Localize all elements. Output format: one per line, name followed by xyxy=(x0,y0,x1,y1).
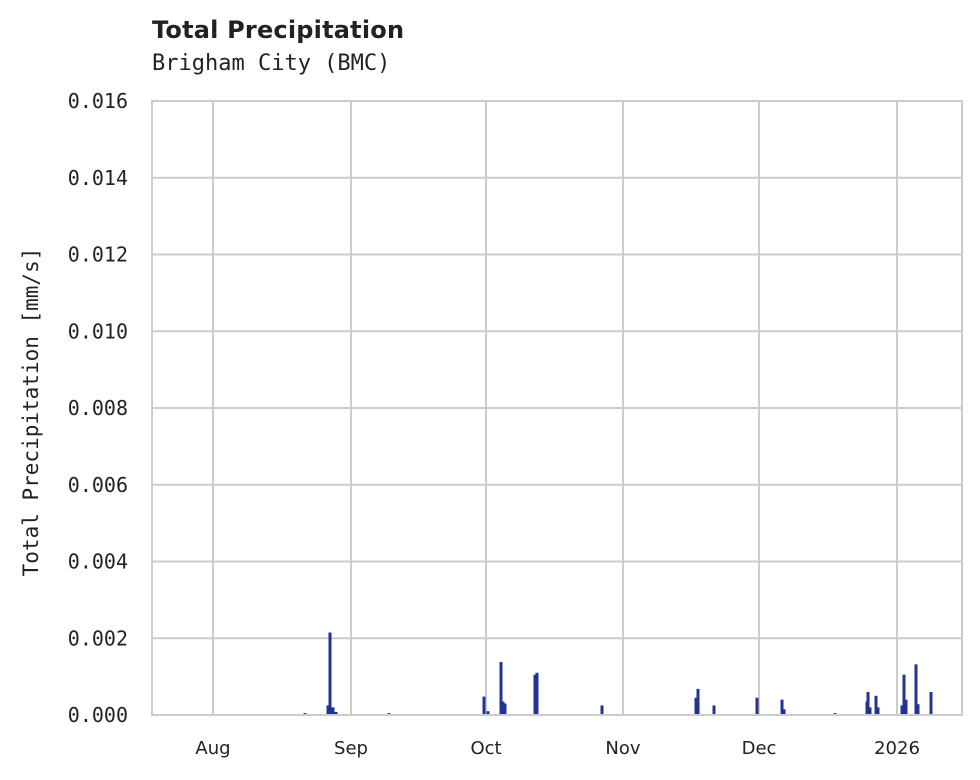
y-tick-label: 0.002 xyxy=(68,626,128,650)
grid-lines xyxy=(152,100,962,716)
x-tick-label: Sep xyxy=(334,738,368,759)
y-tick-label: 0.006 xyxy=(68,473,128,497)
precip-bar xyxy=(874,695,878,715)
precip-bar xyxy=(328,632,332,715)
precip-bar xyxy=(755,697,759,715)
precip-bar xyxy=(780,699,784,715)
precip-bar xyxy=(696,688,700,715)
precip-bar xyxy=(334,711,338,715)
precip-bar xyxy=(929,691,933,715)
chart-title: Total Precipitation xyxy=(152,16,405,44)
precip-bar xyxy=(712,705,716,715)
precip-bar xyxy=(916,704,920,715)
precip-bar xyxy=(914,664,918,715)
precip-bar xyxy=(868,707,872,715)
precip-bar xyxy=(902,674,906,715)
y-tick-label: 0.004 xyxy=(68,550,128,574)
precip-bar xyxy=(782,709,786,715)
precip-bar xyxy=(866,691,870,715)
y-tick-label: 0.000 xyxy=(68,703,128,727)
precip-bar xyxy=(876,707,880,715)
x-tick-label: 2026 xyxy=(874,738,920,759)
y-axis-ticks: 0.000 0.002 0.004 0.006 0.008 0.010 0.012 0.014… xyxy=(68,89,128,727)
plot-frame xyxy=(151,100,963,716)
precip-bar xyxy=(904,699,908,715)
y-tick-label: 0.010 xyxy=(68,319,128,343)
precip-bar xyxy=(499,662,503,715)
precip-bar xyxy=(326,705,330,715)
y-tick-label: 0.008 xyxy=(68,396,128,420)
x-tick-label: Nov xyxy=(605,738,640,759)
precip-bar xyxy=(331,707,335,715)
precip-bar xyxy=(600,705,604,715)
x-tick-label: Oct xyxy=(470,738,501,759)
precip-bar xyxy=(486,711,490,715)
y-tick-label: 0.012 xyxy=(68,243,128,267)
precip-bar xyxy=(482,696,486,715)
precip-bar xyxy=(501,701,505,715)
precip-bar xyxy=(535,672,539,715)
x-axis-ticks: Aug Sep Oct Nov Dec 2026 xyxy=(195,738,919,759)
precip-bar xyxy=(533,674,537,715)
precip-bar xyxy=(900,705,904,715)
x-tick-label: Aug xyxy=(195,738,230,759)
precipitation-series xyxy=(303,632,933,715)
chart-subtitle: Brigham City (BMC) xyxy=(152,51,391,76)
y-tick-label: 0.014 xyxy=(68,166,128,190)
precip-bar xyxy=(694,697,698,715)
y-axis-label: Total Precipitation [mm/s] xyxy=(19,248,43,577)
precip-bar xyxy=(503,703,507,715)
y-tick-label: 0.016 xyxy=(68,89,128,113)
x-tick-label: Dec xyxy=(742,738,777,759)
